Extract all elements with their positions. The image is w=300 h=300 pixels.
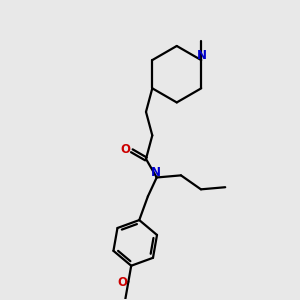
Text: N: N	[197, 49, 207, 62]
Text: N: N	[151, 166, 161, 179]
Text: O: O	[120, 143, 130, 156]
Text: O: O	[117, 276, 127, 289]
